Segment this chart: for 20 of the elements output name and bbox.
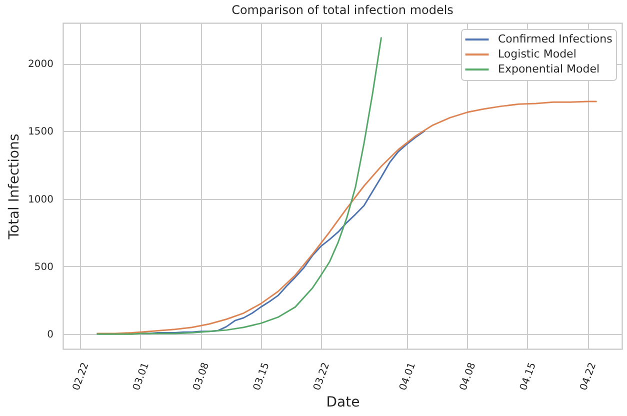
x-tick-label: 03.01	[131, 361, 152, 392]
y-tick-label: 0	[47, 330, 54, 341]
x-tick-label: 02.22	[71, 361, 92, 392]
chart-title: Comparison of total infection models	[232, 3, 454, 17]
x-axis-title: Date	[326, 394, 360, 410]
legend-label: Logistic Model	[498, 48, 576, 60]
x-tick-label: 03.22	[312, 361, 332, 392]
x-tick-label: 04.01	[398, 361, 418, 392]
y-axis-title: Total Infections	[6, 134, 22, 240]
y-tick-label: 1500	[28, 126, 54, 138]
y-tick-label: 2000	[28, 59, 54, 70]
x-tick-label: 04.15	[518, 361, 538, 392]
legend-label: Confirmed Infections	[498, 32, 613, 46]
legend-label: Exponential Model	[498, 62, 600, 76]
x-tick-label: 03.08	[192, 361, 212, 392]
y-tick-label: 1000	[28, 194, 54, 206]
x-tick-label: 04.08	[458, 361, 478, 392]
y-tick-label: 500	[34, 262, 54, 273]
x-tick-label: 04.22	[578, 361, 599, 392]
x-tick-label: 03.15	[252, 361, 272, 392]
